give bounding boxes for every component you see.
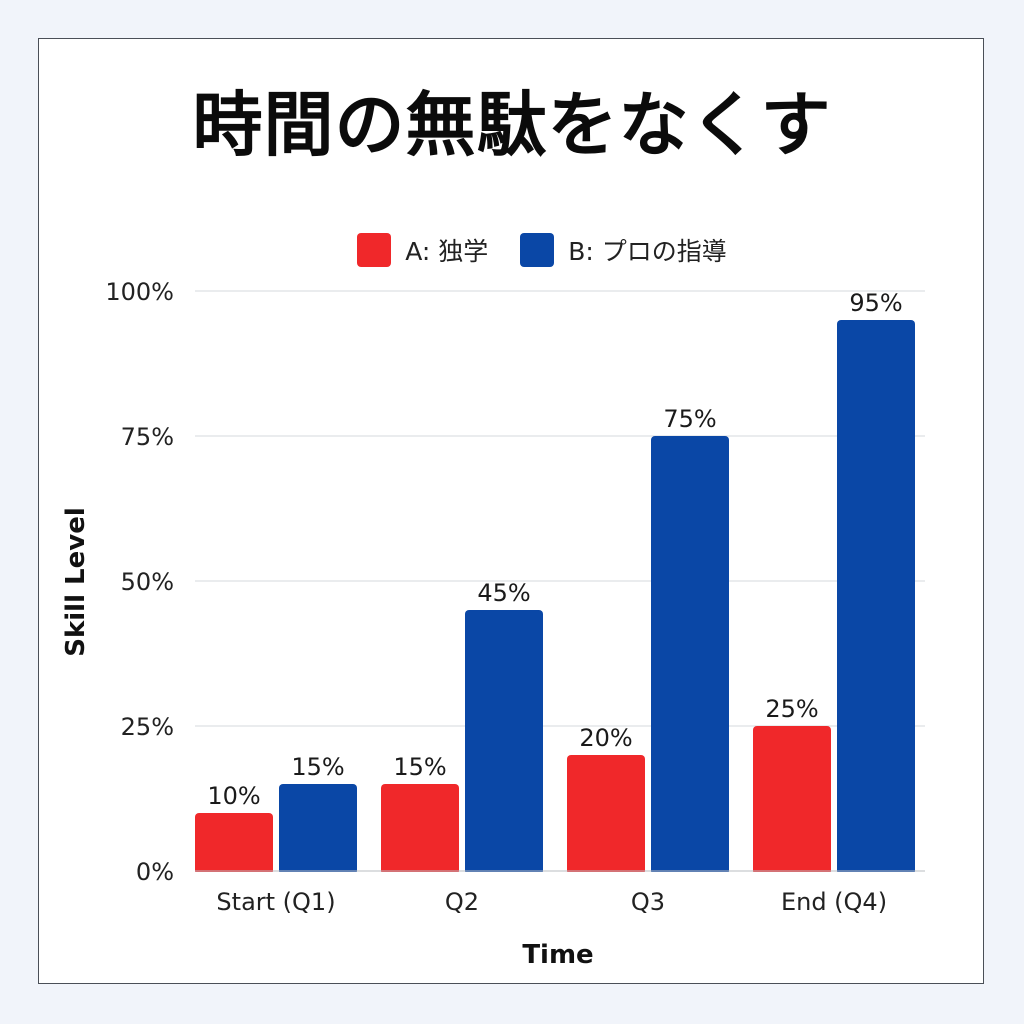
data-label: 25% [765,695,818,723]
x-tick-label: Q2 [445,888,479,916]
bar-series-b [279,784,357,875]
y-tick-label: 50% [121,568,174,596]
x-tick-label: End (Q4) [781,888,887,916]
y-tick-label: 75% [121,423,174,451]
x-axis-title: Time [522,940,593,970]
bar-series-b [837,320,915,875]
bar-series-a [567,755,645,875]
baseline-mask [190,872,930,880]
bar-series-a [753,726,831,875]
bar-series-b [651,436,729,875]
y-tick-label: 0% [136,858,174,886]
bar-series-b [465,610,543,875]
legend-item-a: A: 独学 [357,232,488,268]
data-label: 10% [207,782,260,810]
y-axis-title: Skill Level [61,507,91,657]
data-label: 15% [393,753,446,781]
legend-label-a: A: 独学 [405,237,489,266]
bar-series-a [381,784,459,875]
y-tick-label: 25% [121,713,174,741]
x-tick-label: Start (Q1) [216,888,335,916]
data-label: 20% [579,724,632,752]
y-tick-label: 100% [105,278,174,306]
legend-item-b: B: プロの指導 [520,232,727,268]
data-label: 95% [849,289,902,317]
data-label: 15% [291,753,344,781]
x-tick-label: Q3 [631,888,665,916]
data-label: 45% [477,579,530,607]
legend-label-b: B: プロの指導 [568,237,727,266]
chart-title: 時間の無駄をなくす [192,84,832,166]
legend-swatch-a [357,233,392,267]
bar-series-a [195,813,273,875]
data-label: 75% [663,405,716,433]
chart-legend: A: 独学 B: プロの指導 [0,230,1024,270]
legend-swatch-b [520,233,555,267]
